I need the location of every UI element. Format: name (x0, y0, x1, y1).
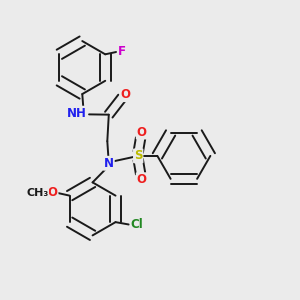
Text: Cl: Cl (131, 218, 143, 231)
Text: O: O (121, 88, 130, 101)
Text: O: O (137, 125, 147, 139)
Text: CH₃: CH₃ (26, 188, 48, 198)
Text: O: O (48, 186, 58, 199)
Text: F: F (118, 45, 126, 58)
Text: N: N (104, 157, 114, 170)
Text: O: O (137, 173, 147, 186)
Text: NH: NH (67, 107, 86, 120)
Text: S: S (134, 149, 142, 162)
